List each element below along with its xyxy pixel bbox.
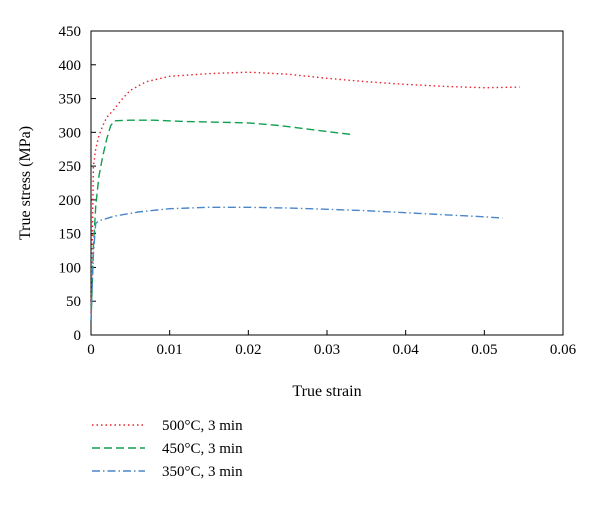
x-tick-label: 0.05 — [471, 342, 497, 358]
axes — [90, 30, 564, 336]
y-tick-label: 450 — [59, 24, 82, 40]
plot-frame — [90, 30, 564, 336]
x-tick-label: 0.04 — [393, 342, 420, 358]
y-tick-label: 250 — [59, 159, 82, 175]
y-axis-title: True stress (MPa) — [17, 126, 34, 240]
series-line-2 — [90, 206, 503, 322]
y-tick-label: 400 — [59, 58, 82, 74]
legend: 500°C, 3 min 450°C, 3 min 350°C, 3 min — [92, 418, 243, 480]
y-tick-label: 50 — [66, 294, 81, 310]
x-tick-label: 0 — [87, 342, 95, 358]
y-tick-label: 150 — [59, 227, 82, 243]
series-lines — [90, 71, 520, 322]
legend-label-1: 450°C, 3 min — [162, 441, 243, 457]
x-axis-title: True strain — [292, 383, 361, 400]
y-tick-label: 0 — [74, 328, 82, 344]
x-tick-label: 0.01 — [157, 342, 183, 358]
y-axis-ticks: 0 50 100 150 200 250 300 350 400 450 — [59, 24, 96, 344]
legend-label-0: 500°C, 3 min — [162, 418, 243, 434]
x-axis-ticks: 0 0.01 0.02 0.03 0.04 0.05 0.06 — [87, 330, 577, 358]
legend-label-2: 350°C, 3 min — [162, 464, 243, 480]
y-tick-label: 100 — [59, 260, 82, 276]
y-tick-label: 200 — [59, 193, 82, 209]
x-tick-label: 0.06 — [550, 342, 577, 358]
series-line-0 — [90, 71, 520, 322]
x-tick-label: 0.03 — [314, 342, 340, 358]
y-tick-label: 300 — [59, 125, 82, 141]
x-tick-label: 0.02 — [235, 342, 261, 358]
y-tick-label: 350 — [59, 92, 82, 108]
series-line-1 — [90, 119, 351, 322]
